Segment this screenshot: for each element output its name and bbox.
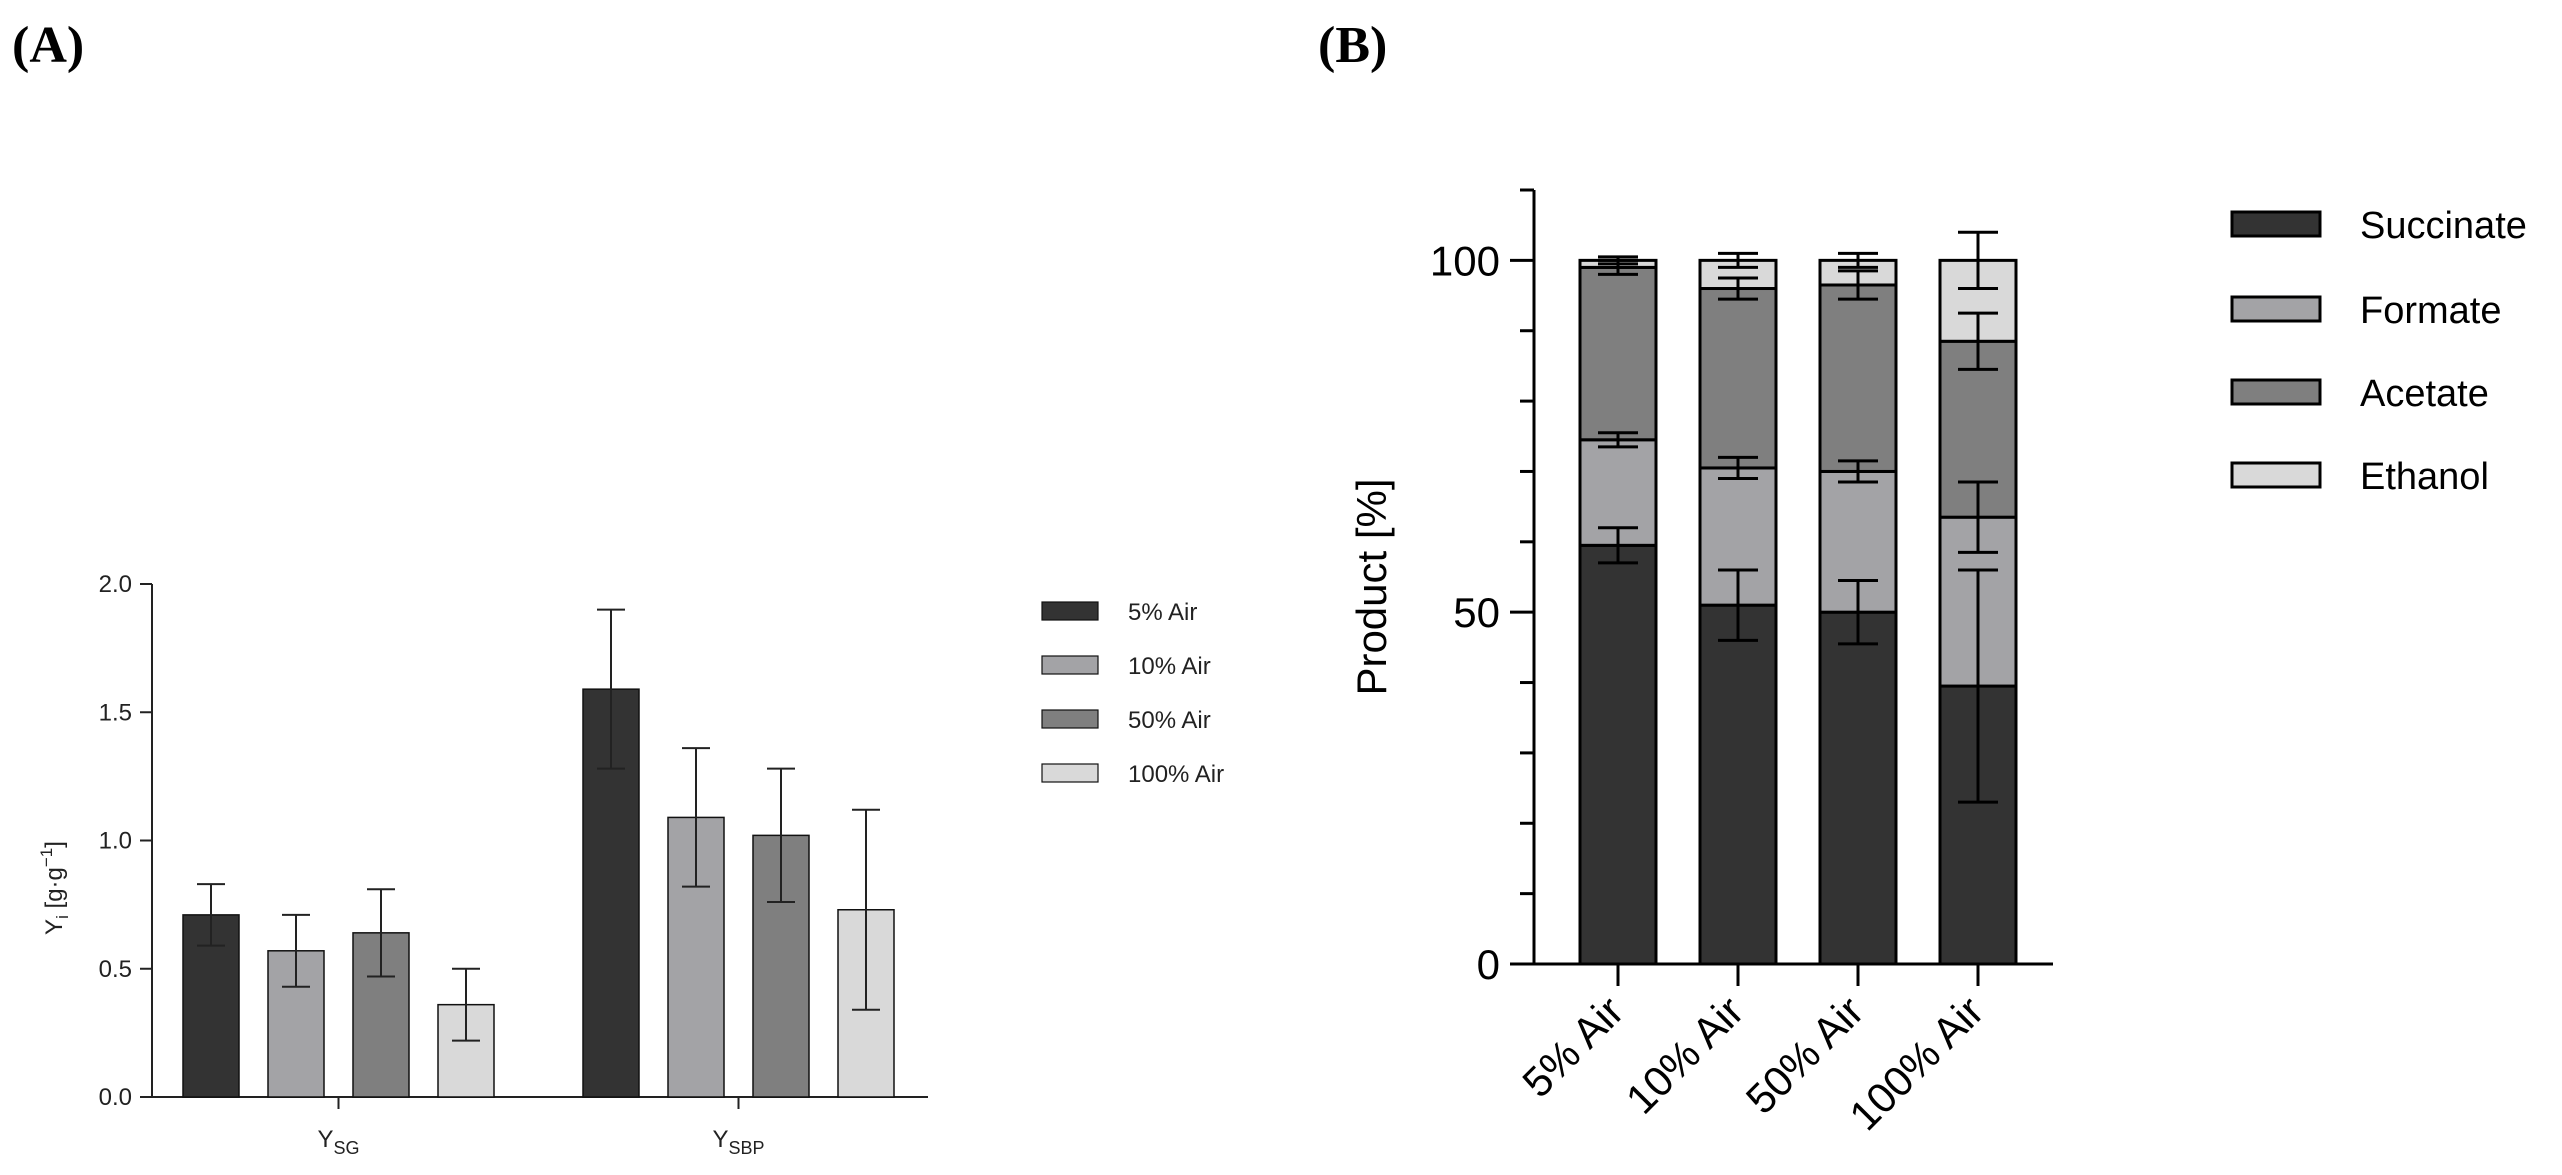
legend-label-5-air: 5% Air	[1128, 599, 1197, 626]
stack-50-air-acetate	[1818, 283, 1898, 473]
legend-swatch-10-air	[1041, 655, 1099, 675]
legend-swatch-succinate	[2230, 210, 2322, 238]
bar-sbp-50-air	[752, 834, 810, 1098]
chart-a-x-tick-label-sbp: YSBP	[712, 1126, 764, 1158]
legend-swatch-formate	[2230, 295, 2322, 323]
x-label-subscript: SBP	[728, 1138, 764, 1158]
chart-a-y-axis-label: Yi [g·g−1]	[37, 841, 72, 935]
stack-10-air-acetate	[1698, 287, 1778, 470]
legend-swatch-ethanol	[2230, 461, 2322, 489]
chart-a-legend: 5% Air 10% Air 50% Air 100% Air	[1041, 599, 1224, 788]
legend-swatch-50-air	[1041, 709, 1099, 729]
stack-5-air-succinate	[1578, 543, 1658, 966]
legend-label-formate: Formate	[2360, 290, 2501, 332]
legend-label-50-air: 50% Air	[1128, 707, 1211, 734]
chart-a-y-tick-label: 0.0	[99, 1084, 132, 1111]
legend-label-10-air: 10% Air	[1128, 653, 1211, 680]
chart-b-y-tick-label: 0	[1477, 941, 1500, 988]
chart-b-y-axis-label: Product [%]	[1348, 478, 1395, 695]
chart-a-y-tick-label: 2.0	[99, 571, 132, 598]
chart-b-y-tick-label: 50	[1453, 589, 1500, 636]
legend-label-succinate: Succinate	[2360, 205, 2527, 247]
x-label-subscript: SG	[334, 1138, 360, 1158]
chart-b-x-tick-label-10-air: 10% Air	[1617, 987, 1753, 1123]
legend-label-acetate: Acetate	[2360, 373, 2489, 415]
legend-label-ethanol: Ethanol	[2360, 456, 2489, 498]
bar-sbp-5-air	[582, 688, 640, 1098]
stack-5-air-acetate	[1578, 265, 1658, 442]
legend-label-100-air: 100% Air	[1128, 761, 1224, 788]
chart-a-y-tick-label: 1.5	[99, 699, 132, 726]
stack-10-air-succinate	[1698, 603, 1778, 966]
legend-swatch-acetate	[2230, 378, 2322, 406]
panel-b-label: (B)	[1318, 17, 1387, 74]
chart-a-x-tick-label-sg: YSG	[317, 1126, 359, 1158]
chart-b-y-tick-label: 100	[1430, 237, 1500, 284]
chart-a-y-tick-label: 1.0	[99, 828, 132, 855]
legend-swatch-100-air	[1041, 763, 1099, 783]
x-label-main: Y	[712, 1126, 728, 1153]
chart-a-y-tick-label: 0.5	[99, 956, 132, 983]
legend-swatch-5-air	[1041, 601, 1099, 621]
x-label-main: Y	[317, 1126, 333, 1153]
chart-b-x-tick-label-5-air: 5% Air	[1513, 987, 1632, 1106]
stack-50-air-succinate	[1818, 610, 1898, 966]
chart-b-x-tick-label-100-air: 100% Air	[1840, 987, 1992, 1139]
panel-a-label: (A)	[12, 17, 84, 74]
chart-b-legend: Succinate Formate Acetate Ethanol	[2230, 205, 2527, 498]
